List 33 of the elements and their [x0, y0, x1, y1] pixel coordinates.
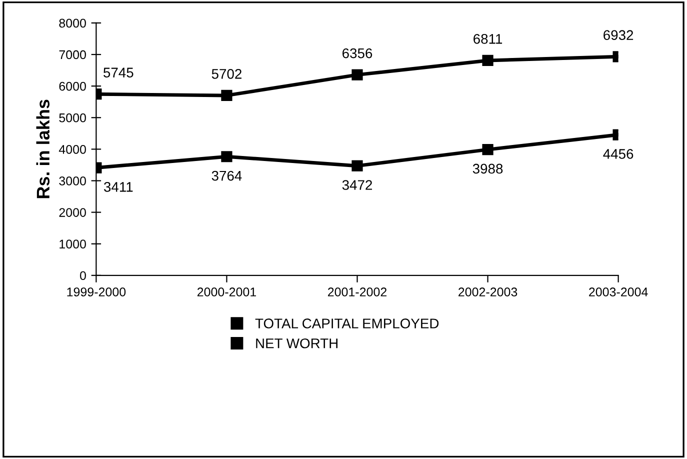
- point: [482, 144, 494, 156]
- data-label: 5745: [104, 68, 134, 78]
- y-tick-label: 6000: [59, 82, 86, 91]
- y-tick-label: 1000: [60, 240, 86, 248]
- data-label: 5702: [212, 68, 242, 79]
- legend-label: NET WORTH: [256, 338, 338, 348]
- y-tick-label: 0: [80, 271, 86, 280]
- y-tick-label: 4000: [58, 144, 86, 154]
- point: [352, 160, 363, 172]
- y-tick-label: 5000: [59, 113, 86, 122]
- x-tick-label: 2002-2003: [458, 288, 518, 296]
- legend-label: TOTAL CAPITAL EMPLOYED: [255, 318, 439, 328]
- point: [352, 69, 363, 80]
- data-label: 6932: [604, 30, 634, 40]
- data-label: 3411: [104, 182, 133, 192]
- x-tick-label: 1999-2000: [67, 288, 126, 296]
- data-label: 4456: [603, 149, 634, 159]
- data-label: 3472: [342, 180, 372, 190]
- data-label: 6811: [474, 34, 502, 44]
- data-label: 6356: [342, 48, 372, 58]
- y-tick-label: 8000: [59, 18, 86, 28]
- y-tick-label: 2000: [59, 208, 86, 217]
- y-tick-label: 3000: [59, 176, 86, 186]
- data-label: 3988: [472, 164, 503, 174]
- point: [221, 151, 232, 162]
- x-tick-label: 2001-2002: [328, 288, 387, 296]
- y-axis-title: Rs. in lakhs: [36, 100, 50, 198]
- x-tick-label: 2000-2001: [197, 288, 256, 296]
- x-tick-label: 2003-2004: [589, 288, 648, 296]
- y-tick-label: 7000: [59, 50, 86, 60]
- point: [221, 90, 232, 102]
- data-label: 3764: [212, 170, 242, 181]
- point: [482, 54, 494, 66]
